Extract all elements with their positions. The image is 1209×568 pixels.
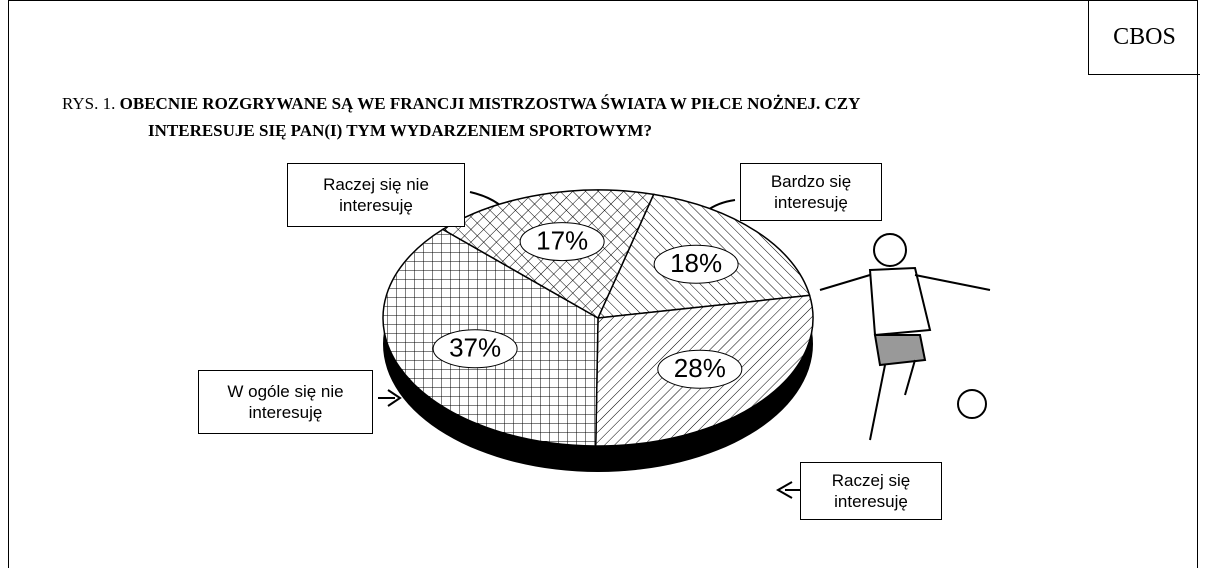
- title-text: OBECNIE ROZGRYWANE SĄ WE FRANCJI MISTRZO…: [119, 94, 860, 140]
- category-label: W ogóle się nie interesuję: [198, 370, 373, 434]
- arrow: [378, 389, 402, 407]
- chart-title: RYS. 1. OBECNIE ROZGRYWANE SĄ WE FRANCJI…: [62, 90, 962, 144]
- value-label-bg: [653, 244, 739, 284]
- value-label-bg: [432, 329, 518, 369]
- category-label: Bardzo się interesuję: [740, 163, 882, 221]
- value-label: 17%: [536, 225, 588, 255]
- value-label-bg: [657, 349, 743, 389]
- value-label: 28%: [674, 353, 726, 383]
- value-label-bg: [519, 222, 605, 262]
- category-label: Raczej się nie interesuję: [287, 163, 465, 227]
- arrow: [775, 481, 800, 499]
- category-label: Raczej się interesuję: [800, 462, 942, 520]
- ball: [957, 389, 987, 419]
- figure-label: RYS. 1.: [62, 94, 116, 113]
- source: CBOS: [1088, 0, 1200, 75]
- frame: [8, 0, 1198, 568]
- player: [819, 233, 991, 441]
- value-label: 18%: [670, 248, 722, 278]
- value-label: 37%: [449, 333, 501, 363]
